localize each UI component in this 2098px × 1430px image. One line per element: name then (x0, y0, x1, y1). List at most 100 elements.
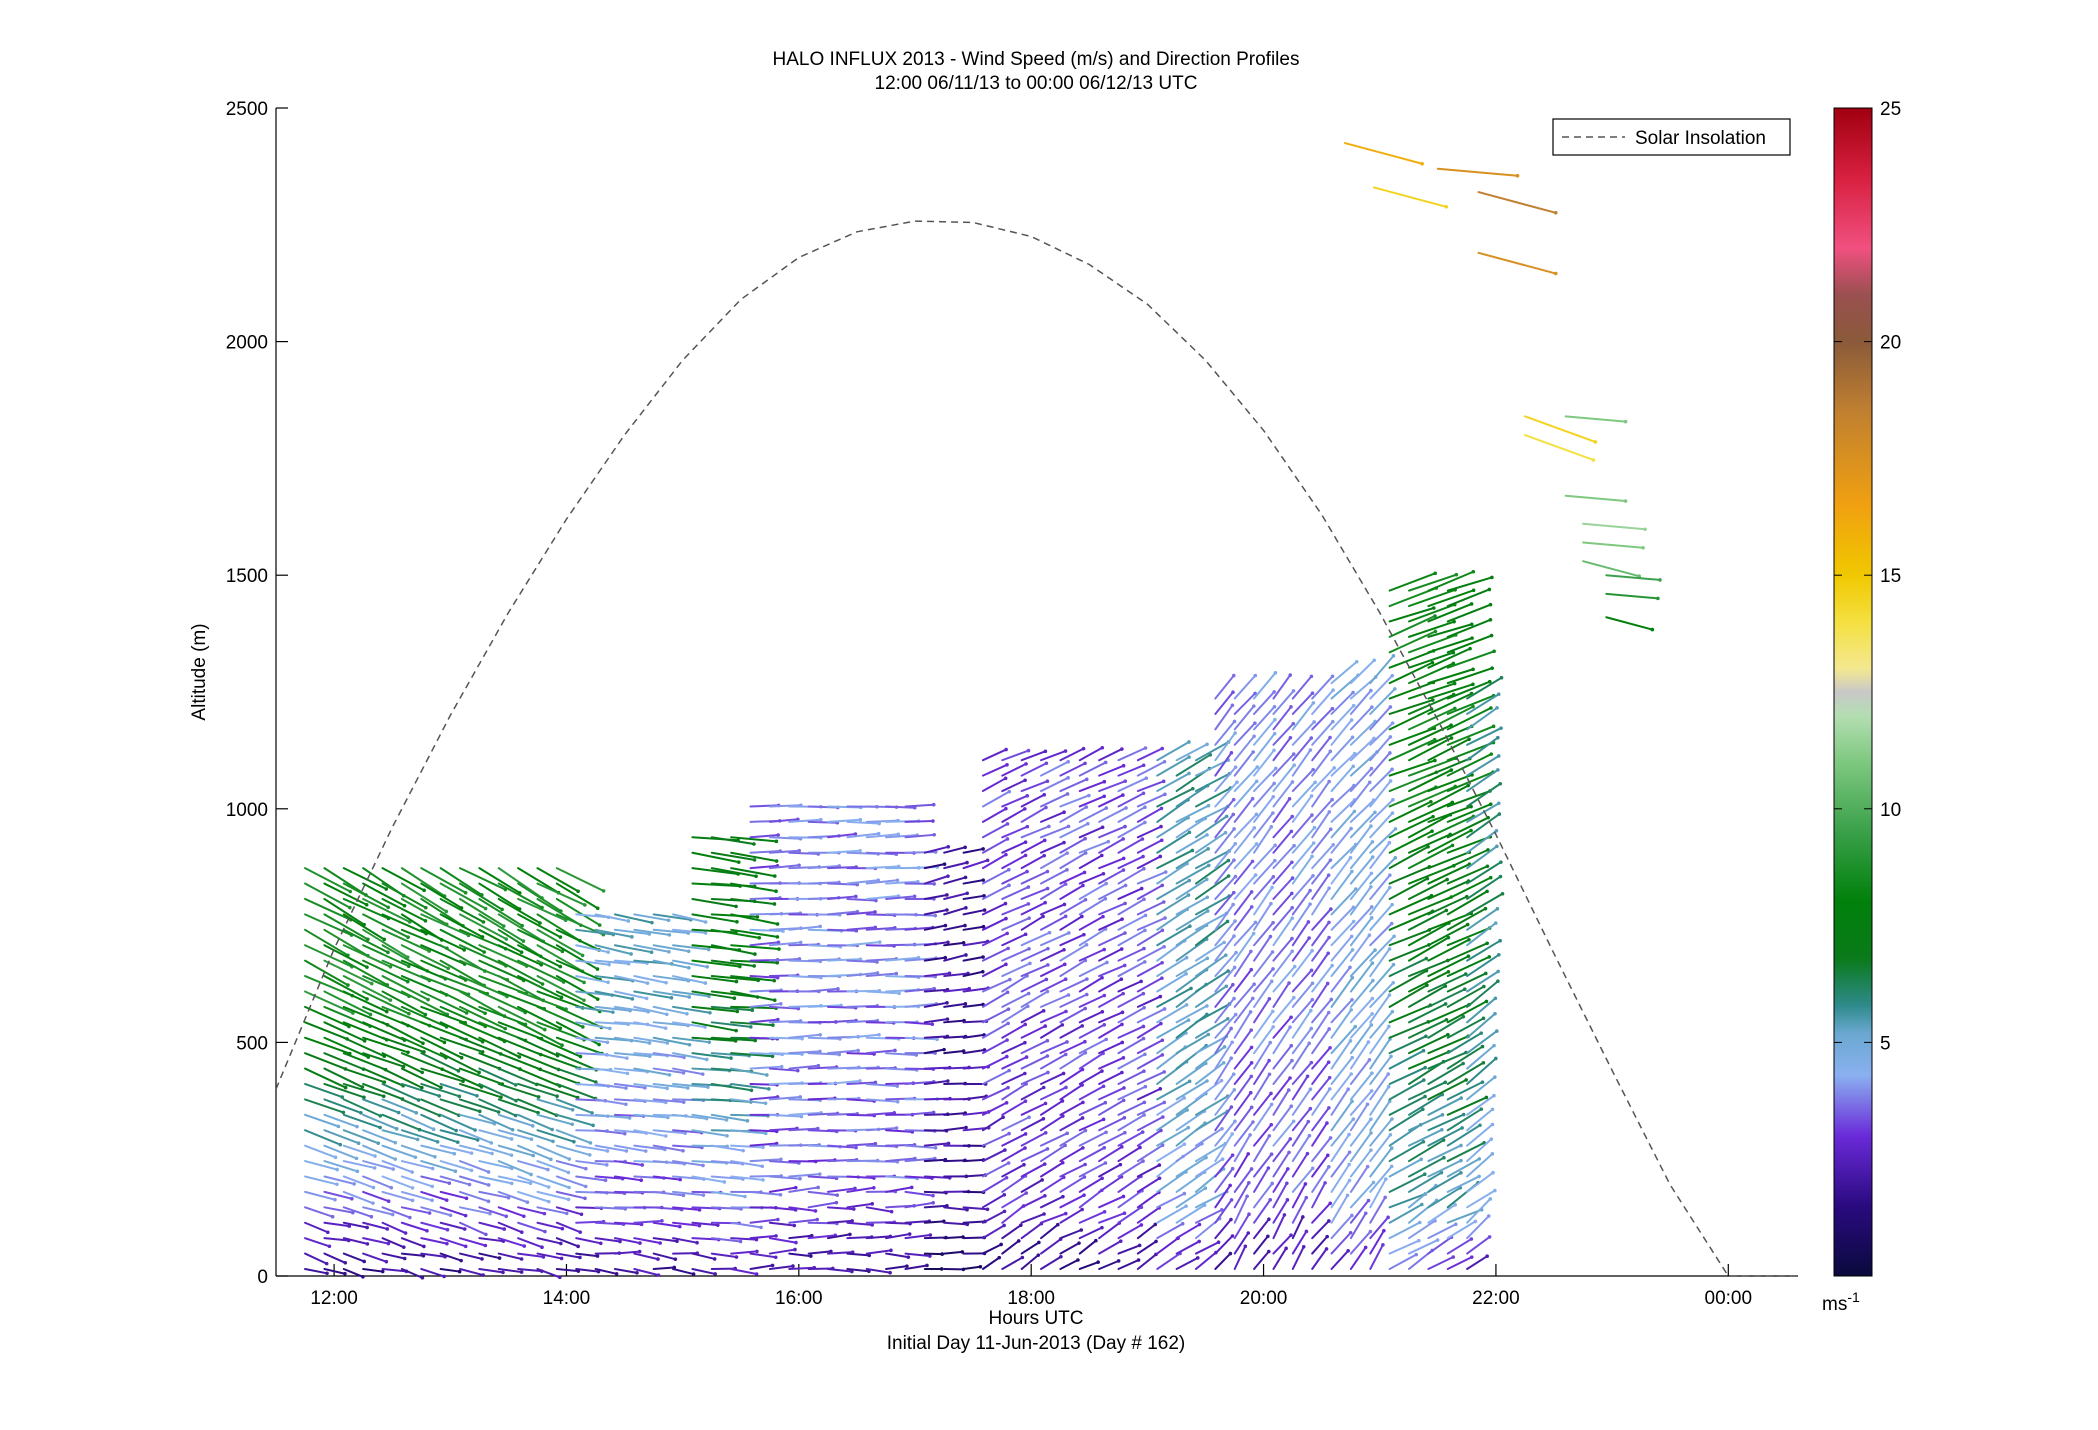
wind-vector-tip (503, 1027, 507, 1031)
wind-vector-tip (1390, 1117, 1394, 1121)
wind-vector (1235, 736, 1254, 760)
wind-vector-tip (1220, 1127, 1224, 1131)
wind-vector-tip (1232, 1072, 1236, 1076)
wind-vector-upper-tip (1643, 527, 1647, 531)
wind-vector-tip (335, 1168, 339, 1172)
wind-vector (305, 961, 348, 985)
wind-vector-tip (1292, 996, 1296, 1000)
wind-vector-tip (498, 1256, 502, 1260)
wind-vector (441, 1084, 477, 1096)
wind-vector-tip (1046, 887, 1050, 891)
wind-vector (305, 1099, 343, 1112)
wind-vector-tip (1293, 965, 1297, 969)
wind-vector-tip (771, 1023, 775, 1027)
wind-vector-tip (1026, 825, 1030, 829)
wind-vector-tip (582, 981, 586, 985)
wind-vector-tip (1328, 1087, 1332, 1091)
wind-vector-tip (500, 908, 504, 912)
wind-vector-tip (1347, 1163, 1351, 1167)
wind-vector-tip (1227, 874, 1231, 878)
wind-vector-tip (1306, 1120, 1310, 1124)
wind-vector-tip (964, 1002, 968, 1006)
wind-vector-tip (1119, 1239, 1123, 1243)
wind-vector-tip (547, 1200, 551, 1204)
wind-vector-tip (1142, 947, 1146, 951)
wind-vector-tip (776, 935, 780, 939)
wind-vector-tip (499, 1095, 503, 1099)
wind-vector-tip (1287, 1088, 1291, 1092)
wind-vector-tip (1351, 764, 1355, 768)
wind-vector-tip (1060, 1023, 1064, 1027)
wind-vector (1138, 808, 1162, 821)
wind-vector-tip (756, 915, 760, 919)
wind-vector-tip (1309, 748, 1313, 752)
wind-vector-tip (415, 1111, 419, 1115)
wind-vector-tip (549, 1158, 553, 1162)
wind-vector (1080, 929, 1106, 945)
wind-vector-tip (1468, 647, 1472, 651)
wind-vector-tip (1123, 1211, 1127, 1215)
wind-vector-tip (1355, 660, 1359, 664)
wind-vector-tip (1067, 825, 1071, 829)
wind-vector-tip (749, 1025, 753, 1029)
wind-vector-tip (484, 1244, 488, 1248)
wind-vector (1409, 1115, 1443, 1130)
wind-vector-tip (1389, 705, 1393, 709)
wind-vector (1293, 676, 1312, 698)
wind-vector (905, 805, 933, 807)
wind-vector-tip (1447, 970, 1451, 974)
wind-vector (731, 1269, 756, 1274)
wind-vector-tip (1373, 948, 1377, 952)
wind-vector-tip (1310, 969, 1314, 973)
wind-vector-tip (1459, 1171, 1463, 1175)
wind-vector (1409, 1221, 1435, 1238)
wind-vector (1428, 1128, 1462, 1146)
wind-vector-tip (701, 1072, 705, 1076)
wind-vector-tip (1141, 1159, 1145, 1163)
wind-vector-tip (734, 905, 738, 909)
wind-vector-tip (945, 893, 949, 897)
wind-vector-tip (997, 1256, 1001, 1260)
wind-vector-tip (1043, 1024, 1047, 1028)
wind-vector-tip (1492, 1044, 1496, 1048)
wind-vector-tip (1205, 1079, 1209, 1083)
wind-vector-tip (835, 1193, 839, 1197)
wind-vector-tip (1268, 1072, 1272, 1076)
wind-vector-tip (1103, 1101, 1107, 1105)
wind-vector-tip (1292, 689, 1296, 693)
wind-vector-tip (1455, 573, 1459, 577)
wind-vector (925, 1160, 946, 1161)
wind-vector-tip (1037, 1253, 1041, 1257)
wind-vector (1351, 1133, 1371, 1161)
wind-vector-tip (858, 1079, 862, 1083)
wind-vector-tip (514, 1083, 518, 1087)
wind-vector-tip (1350, 935, 1354, 939)
wind-vector-tip (752, 964, 756, 968)
wind-vector-tip (1441, 1113, 1445, 1117)
wind-vector-tip (547, 1185, 551, 1189)
wind-vector (1080, 1228, 1102, 1239)
wind-vector-upper-tip (1658, 578, 1662, 582)
wind-vector-tip (1102, 948, 1106, 952)
wind-vector-tip (814, 1209, 818, 1213)
wind-vector-tip (707, 1040, 711, 1044)
wind-vector-tip (1227, 859, 1231, 863)
wind-vector-tip (1414, 1253, 1418, 1257)
wind-vector (1312, 966, 1332, 992)
wind-vector-tip (1084, 898, 1088, 902)
wind-vector-tip (1460, 1126, 1464, 1130)
wind-vector-tip (522, 939, 526, 943)
wind-vector-tip (343, 1272, 347, 1276)
wind-vector (1041, 1239, 1061, 1253)
wind-vector (1118, 1161, 1143, 1176)
wind-vector (1060, 1243, 1079, 1253)
wind-vector (1332, 766, 1354, 791)
wind-vector-tip (510, 1153, 514, 1157)
wind-vector-tip (1331, 674, 1335, 678)
wind-vector-tip (815, 1218, 819, 1222)
wind-vector-tip (1037, 1241, 1041, 1245)
wind-vector-tip (1388, 841, 1392, 845)
x-tick-label: 18:00 (1007, 1288, 1055, 1309)
wind-vector-tip (1350, 718, 1354, 722)
wind-vector-tip (1006, 990, 1010, 994)
